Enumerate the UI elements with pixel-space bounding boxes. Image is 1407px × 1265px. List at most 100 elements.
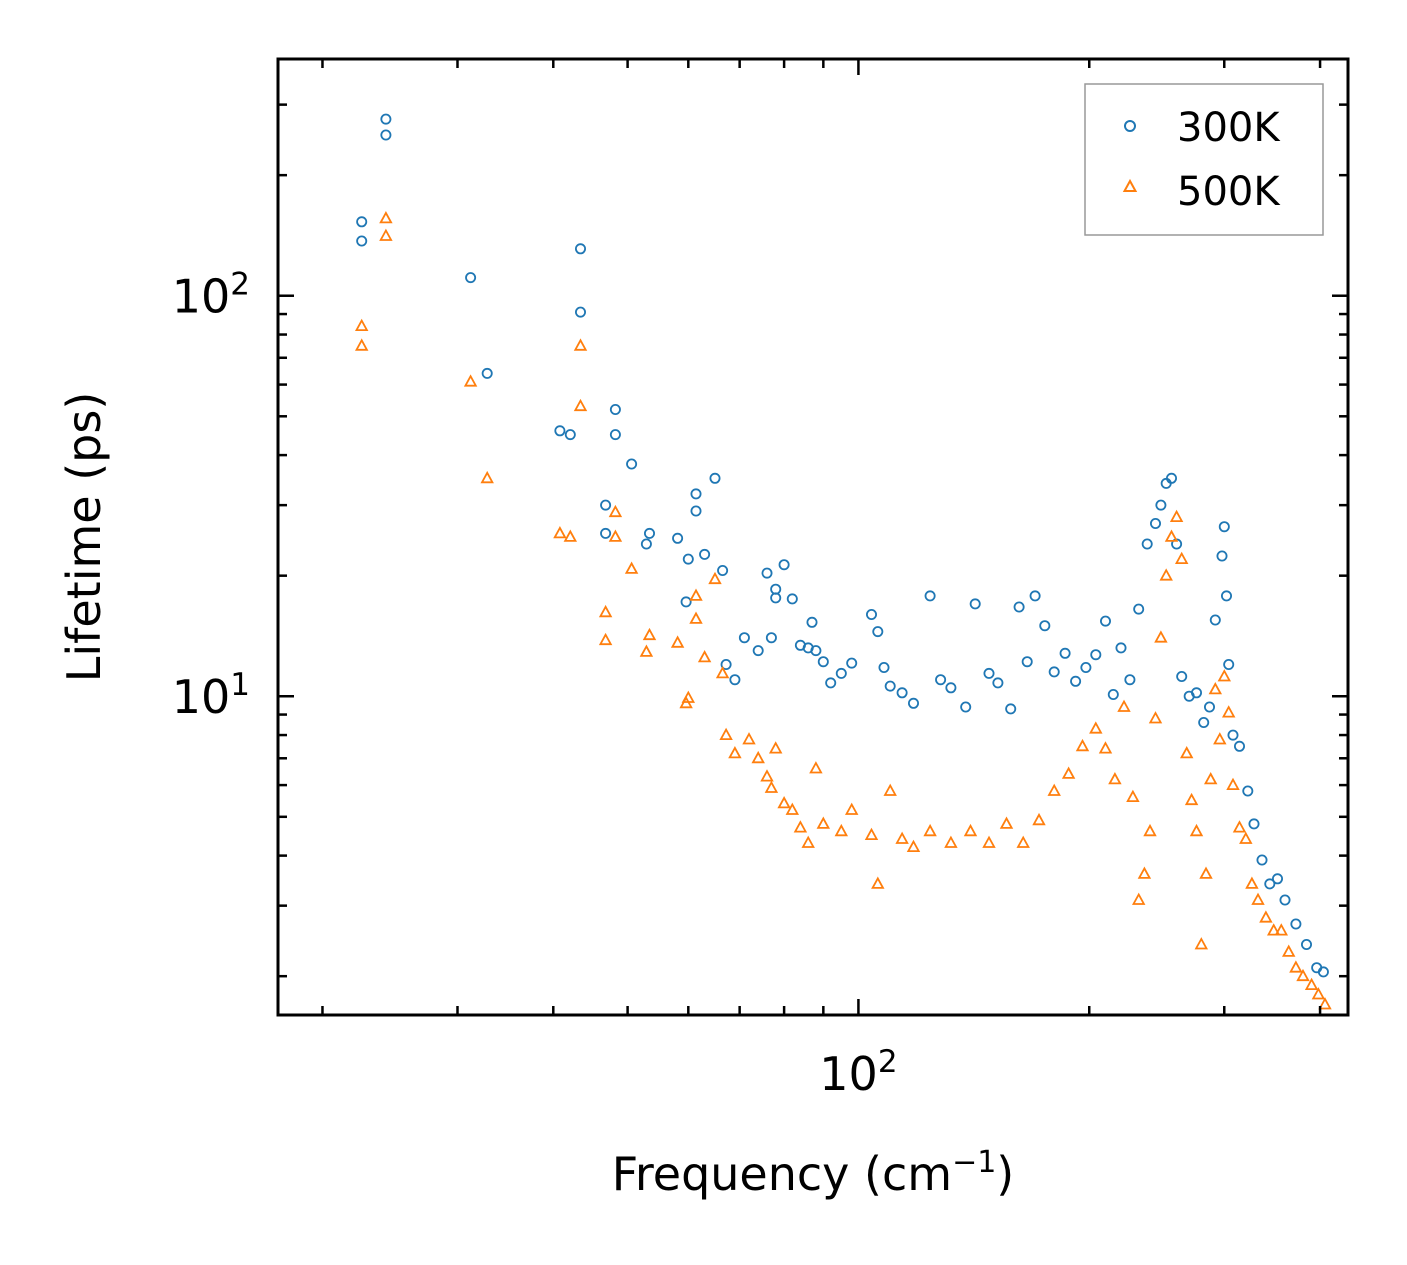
- data-point-300K: [778, 559, 790, 571]
- data-point-500K: [895, 831, 909, 844]
- data-point-500K: [563, 529, 578, 542]
- data-point-300K: [1107, 689, 1119, 701]
- data-point-500K: [1199, 866, 1213, 879]
- data-point-300K: [1242, 785, 1254, 797]
- data-point-300K: [1301, 939, 1313, 951]
- data-point-300K: [680, 596, 692, 608]
- data-point-300K: [682, 553, 694, 565]
- data-point-300K: [945, 682, 957, 694]
- data-point-300K: [1080, 662, 1092, 674]
- data-point-300K: [720, 659, 732, 671]
- data-point-500K: [1184, 792, 1199, 806]
- data-point-500K: [1179, 746, 1194, 759]
- data-point-300K: [992, 677, 1004, 689]
- data-point-300K: [1005, 703, 1017, 715]
- data-point-300K: [1204, 701, 1216, 713]
- data-point-500K: [573, 398, 588, 412]
- data-point-300K: [1141, 538, 1153, 550]
- data-point-300K: [672, 532, 684, 544]
- data-point-500K: [598, 632, 613, 646]
- data-point-300K: [717, 565, 729, 577]
- data-point-500K: [573, 338, 588, 351]
- data-point-500K: [1281, 944, 1296, 957]
- data-point-300K: [1124, 674, 1136, 686]
- legend-marker-300k: [1124, 120, 1136, 132]
- data-point-500K: [1221, 705, 1236, 718]
- y-axis-label: Lifetime (ps): [57, 392, 111, 683]
- data-point-300K: [1223, 659, 1235, 671]
- data-point-300K: [1234, 740, 1246, 752]
- data-point-300K: [866, 609, 878, 621]
- data-point-500K: [816, 816, 831, 829]
- legend-label-500k: 500K: [1177, 169, 1281, 215]
- x-axis-label: Frequency (cm−1): [612, 1145, 1015, 1201]
- data-point-500K: [708, 571, 722, 585]
- data-point-500K: [1311, 987, 1326, 1000]
- data-point-500K: [944, 835, 958, 848]
- data-point-500K: [1266, 923, 1281, 936]
- data-point-300K: [896, 687, 908, 699]
- data-point-500K: [844, 802, 859, 815]
- data-point-300K: [690, 488, 702, 500]
- data-point-300K: [1090, 649, 1102, 661]
- data-points: [354, 113, 1332, 1010]
- data-point-500K: [999, 816, 1014, 829]
- data-point-300K: [356, 216, 368, 228]
- series-500K: [354, 211, 1332, 1010]
- data-point-300K: [1115, 642, 1127, 654]
- data-point-500K: [1259, 910, 1273, 923]
- data-point-500K: [1143, 823, 1157, 837]
- data-point-300K: [806, 616, 818, 628]
- data-point-300K: [1216, 550, 1228, 562]
- data-point-500K: [1226, 777, 1240, 790]
- data-point-500K: [864, 827, 879, 840]
- data-point-500K: [871, 876, 885, 889]
- data-point-500K: [883, 783, 897, 796]
- data-point-500K: [785, 802, 800, 815]
- data-point-500K: [689, 588, 703, 601]
- data-point-300K: [1256, 854, 1268, 866]
- data-point-500K: [1032, 812, 1046, 826]
- data-point-300K: [1059, 647, 1071, 659]
- data-point-500K: [1098, 741, 1113, 754]
- data-point-300K: [640, 538, 652, 550]
- data-point-500K: [1189, 823, 1204, 837]
- data-point-300K: [1150, 518, 1162, 530]
- data-point-300K: [983, 667, 995, 679]
- data-point-300K: [835, 667, 847, 679]
- data-point-500K: [1289, 960, 1303, 973]
- data-point-300K: [884, 680, 896, 692]
- data-point-500K: [834, 823, 849, 837]
- data-point-500K: [1108, 772, 1122, 785]
- data-point-300K: [644, 527, 656, 539]
- data-point-500K: [793, 820, 808, 833]
- data-point-500K: [1169, 509, 1184, 522]
- data-point-500K: [379, 211, 393, 224]
- data-point-300K: [564, 429, 576, 441]
- data-point-500K: [742, 732, 756, 745]
- data-point-500K: [1304, 977, 1319, 990]
- data-point-500K: [1016, 835, 1030, 848]
- data-point-300K: [699, 548, 711, 560]
- data-point-500K: [1131, 892, 1146, 905]
- x-tick-label: 102: [819, 1044, 897, 1101]
- data-point-300K: [600, 527, 612, 539]
- data-point-300K: [380, 113, 392, 125]
- data-point-500K: [1047, 783, 1061, 796]
- data-point-500K: [1232, 820, 1247, 833]
- data-point-300K: [817, 656, 829, 668]
- data-point-500K: [963, 823, 978, 837]
- data-point-300K: [1264, 878, 1276, 890]
- legend-label-300k: 300K: [1177, 105, 1281, 151]
- data-point-500K: [1274, 923, 1289, 936]
- data-point-300K: [738, 632, 750, 644]
- data-point-500K: [608, 529, 623, 542]
- data-point-300K: [465, 272, 477, 284]
- data-point-300K: [1021, 656, 1033, 668]
- data-point-300K: [709, 472, 721, 484]
- data-point-500K: [681, 690, 696, 703]
- data-point-500K: [1203, 772, 1218, 785]
- data-point-500K: [480, 470, 494, 484]
- data-point-500K: [1245, 876, 1259, 889]
- data-point-300K: [872, 626, 884, 638]
